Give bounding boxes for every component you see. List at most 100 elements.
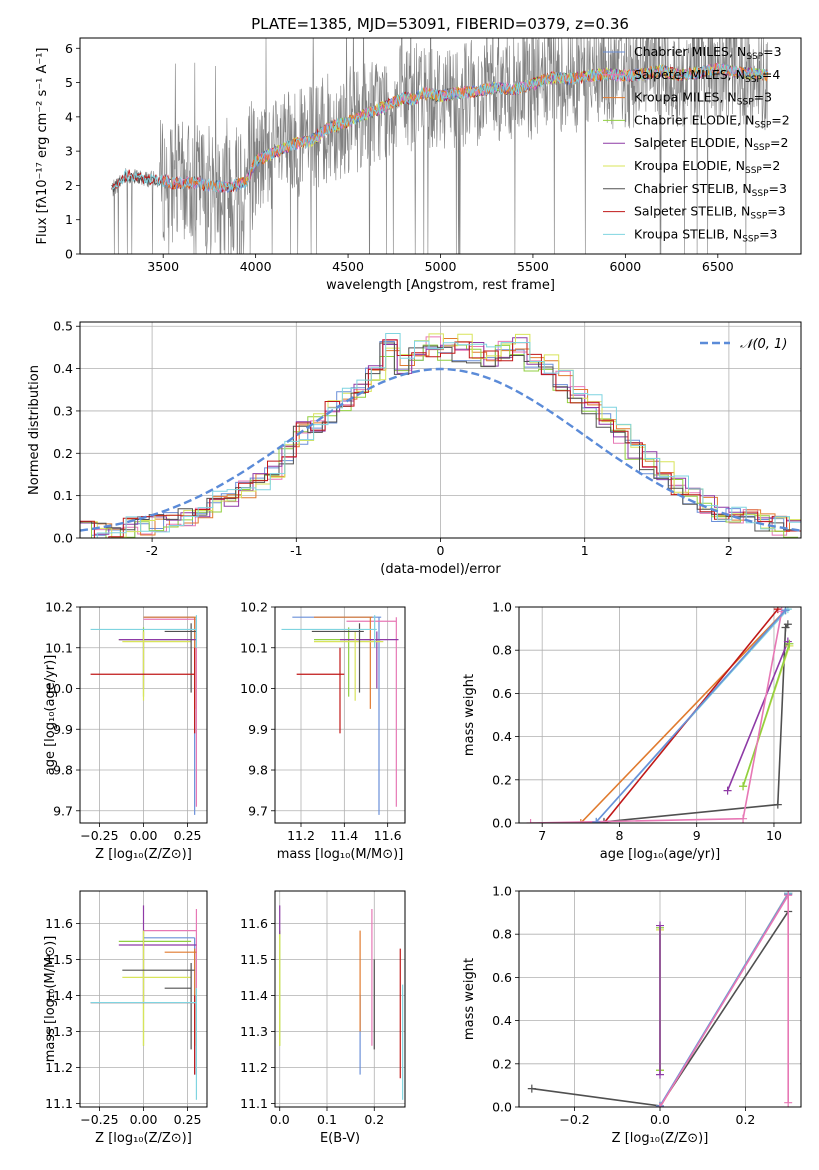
y-tick-label: 9.9 (53, 722, 73, 737)
axes-frame (274, 890, 406, 1108)
x-tick-label: 0.25 (174, 1112, 202, 1127)
plus-marker (592, 817, 601, 823)
y-tick-label: 11.4 (240, 988, 268, 1003)
plot-area (527, 891, 793, 1107)
y-tick-label: 0.8 (492, 927, 512, 942)
plus-marker (784, 891, 793, 900)
x-tick-label: 3500 (147, 259, 179, 274)
y-tick-label: 11.5 (240, 952, 268, 967)
y-axis-label: mass weight (462, 958, 477, 1040)
legend-sub: SSP (752, 189, 769, 199)
plot-area (279, 905, 404, 1100)
plot-area (90, 905, 198, 1100)
y-tick-label: 2 (65, 178, 73, 193)
y-tick-label: 4 (65, 109, 73, 124)
legend-n: N (736, 67, 745, 82)
legend-separator: , (729, 44, 737, 59)
x-axis-label: Z [log₁₀(Z/Z⊙)] (95, 1131, 192, 1146)
y-tick-label: 1.0 (492, 884, 512, 899)
legend-separator: , (734, 181, 742, 196)
y-tick-label: 5 (65, 75, 73, 90)
x-tick-label: 6000 (609, 259, 641, 274)
legend-separator: , (728, 67, 736, 82)
plot-area (526, 607, 794, 823)
legend-separator: , (725, 226, 733, 241)
y-tick-label: 10.2 (240, 600, 268, 615)
y-tick-label: 6 (65, 41, 73, 56)
legend-n: N (727, 90, 736, 105)
legend-tail: =3 (754, 90, 772, 105)
legend-tail: =3 (769, 181, 787, 196)
histogram-step-line (82, 333, 801, 538)
legend-label: Chabrier MILES (634, 44, 729, 59)
y-tick-label: 0.0 (492, 1100, 512, 1115)
age-vs-metallicity-panel: −0.25 0.00 0.25 9.7 9.8 9.9 10.0 10.1 10.2 Z [log… (43, 600, 208, 862)
x-tick-label: -1 (290, 543, 302, 558)
y-tick-label: 11.3 (45, 1024, 73, 1039)
y-tick-label: 11.4 (45, 988, 73, 1003)
weight-vs-metallicity-panel: −0.2 0.0 0.2 0.0 0.2 0.4 0.6 0.8 1.0 Z [log₁₀(Z/Z… (462, 884, 802, 1146)
legend-label: Kroupa STELIB (634, 226, 725, 241)
x-tick-label: 2 (725, 543, 733, 558)
plus-marker (784, 1098, 793, 1107)
y-tick-label: 0 (65, 247, 73, 262)
weight-series-line (603, 623, 789, 823)
y-tick-label: 0.0 (53, 531, 73, 546)
legend-label: Salpeter MILES (634, 67, 728, 82)
x-tick-label: 4500 (332, 259, 364, 274)
x-tick-label: 7 (538, 828, 546, 843)
weight-series-line (530, 611, 783, 823)
figure-title: PLATE=1385, MJD=53091, FIBERID=0379, z=0… (251, 15, 629, 33)
mass-vs-metallicity-panel: −0.25 0.00 0.25 11.1 11.2 11.3 11.4 11.5 11.6 Z [… (43, 890, 208, 1146)
legend-separator: , (728, 158, 736, 173)
y-tick-label: 0.1 (53, 488, 73, 503)
x-tick-label: 5500 (517, 259, 549, 274)
x-axis-label: (data-model)/error (380, 562, 501, 577)
mass-vs-ebv-panel: 0.0 0.1 0.2 11.1 11.2 11.3 11.4 11.5 11.6 E(B-V) (240, 890, 406, 1146)
y-axis-label: mass weight (462, 674, 477, 756)
axes-frame (79, 890, 208, 1108)
y-tick-label: 0.2 (492, 772, 512, 787)
plus-marker (656, 921, 664, 930)
y-tick-label: 0.4 (492, 729, 512, 744)
y-axis-label: Flux [fλ10⁻¹⁷ erg cm⁻² s⁻¹ A⁻¹] (35, 48, 50, 245)
legend-tail: =2 (762, 158, 780, 173)
legend-label: Salpeter STELIB (634, 204, 733, 219)
legend-sub: SSP (750, 212, 767, 222)
legend-tail: =4 (762, 67, 780, 82)
legend-sub: SSP (753, 143, 770, 153)
y-tick-label: 9.8 (248, 763, 268, 778)
weight-series-line (659, 892, 789, 1107)
residuals-panel: -2 -1 0 1 2 0.0 0.1 0.2 0.3 0.4 0.5 (data-model)/er… (27, 319, 802, 577)
y-tick-label: 3 (65, 144, 73, 159)
legend-entry: Chabrier MILES, NSSP=3 (634, 44, 782, 62)
model-fit-line (111, 63, 768, 193)
legend-separator: , (736, 135, 744, 150)
legend-label: Kroupa MILES (634, 90, 720, 105)
y-tick-label: 9.7 (53, 803, 73, 818)
legend-label: Chabrier ELODIE (634, 112, 737, 127)
x-tick-label: 11.6 (374, 828, 402, 843)
plus-marker (783, 620, 792, 629)
x-tick-label: 0.2 (364, 1112, 384, 1127)
plus-marker (526, 819, 535, 823)
y-axis-label: mass [log₁₀(M/M⊙)] (43, 936, 58, 1063)
x-tick-label: 0.25 (174, 828, 202, 843)
legend-n: N (736, 158, 745, 173)
y-tick-label: 0.3 (53, 403, 73, 418)
weight-vs-age-panel: 7 8 9 10 0.0 0.2 0.4 0.6 0.8 1.0 age [log₁₀(age/yr… (462, 600, 802, 862)
y-tick-label: 11.2 (45, 1060, 73, 1075)
legend-entry: Chabrier STELIB, NSSP=3 (634, 181, 787, 199)
y-tick-label: 10.2 (45, 600, 73, 615)
plus-marker (576, 819, 585, 823)
plus-marker (739, 782, 748, 791)
y-tick-label: 10.0 (240, 681, 268, 696)
y-tick-label: 9.7 (248, 803, 268, 818)
legend-separator: , (737, 112, 745, 127)
x-tick-label: −0.2 (559, 1112, 589, 1127)
legend-n: N (737, 44, 746, 59)
y-tick-label: 11.1 (240, 1096, 268, 1111)
x-tick-label: −0.25 (80, 828, 118, 843)
y-tick-label: 9.9 (248, 722, 268, 737)
